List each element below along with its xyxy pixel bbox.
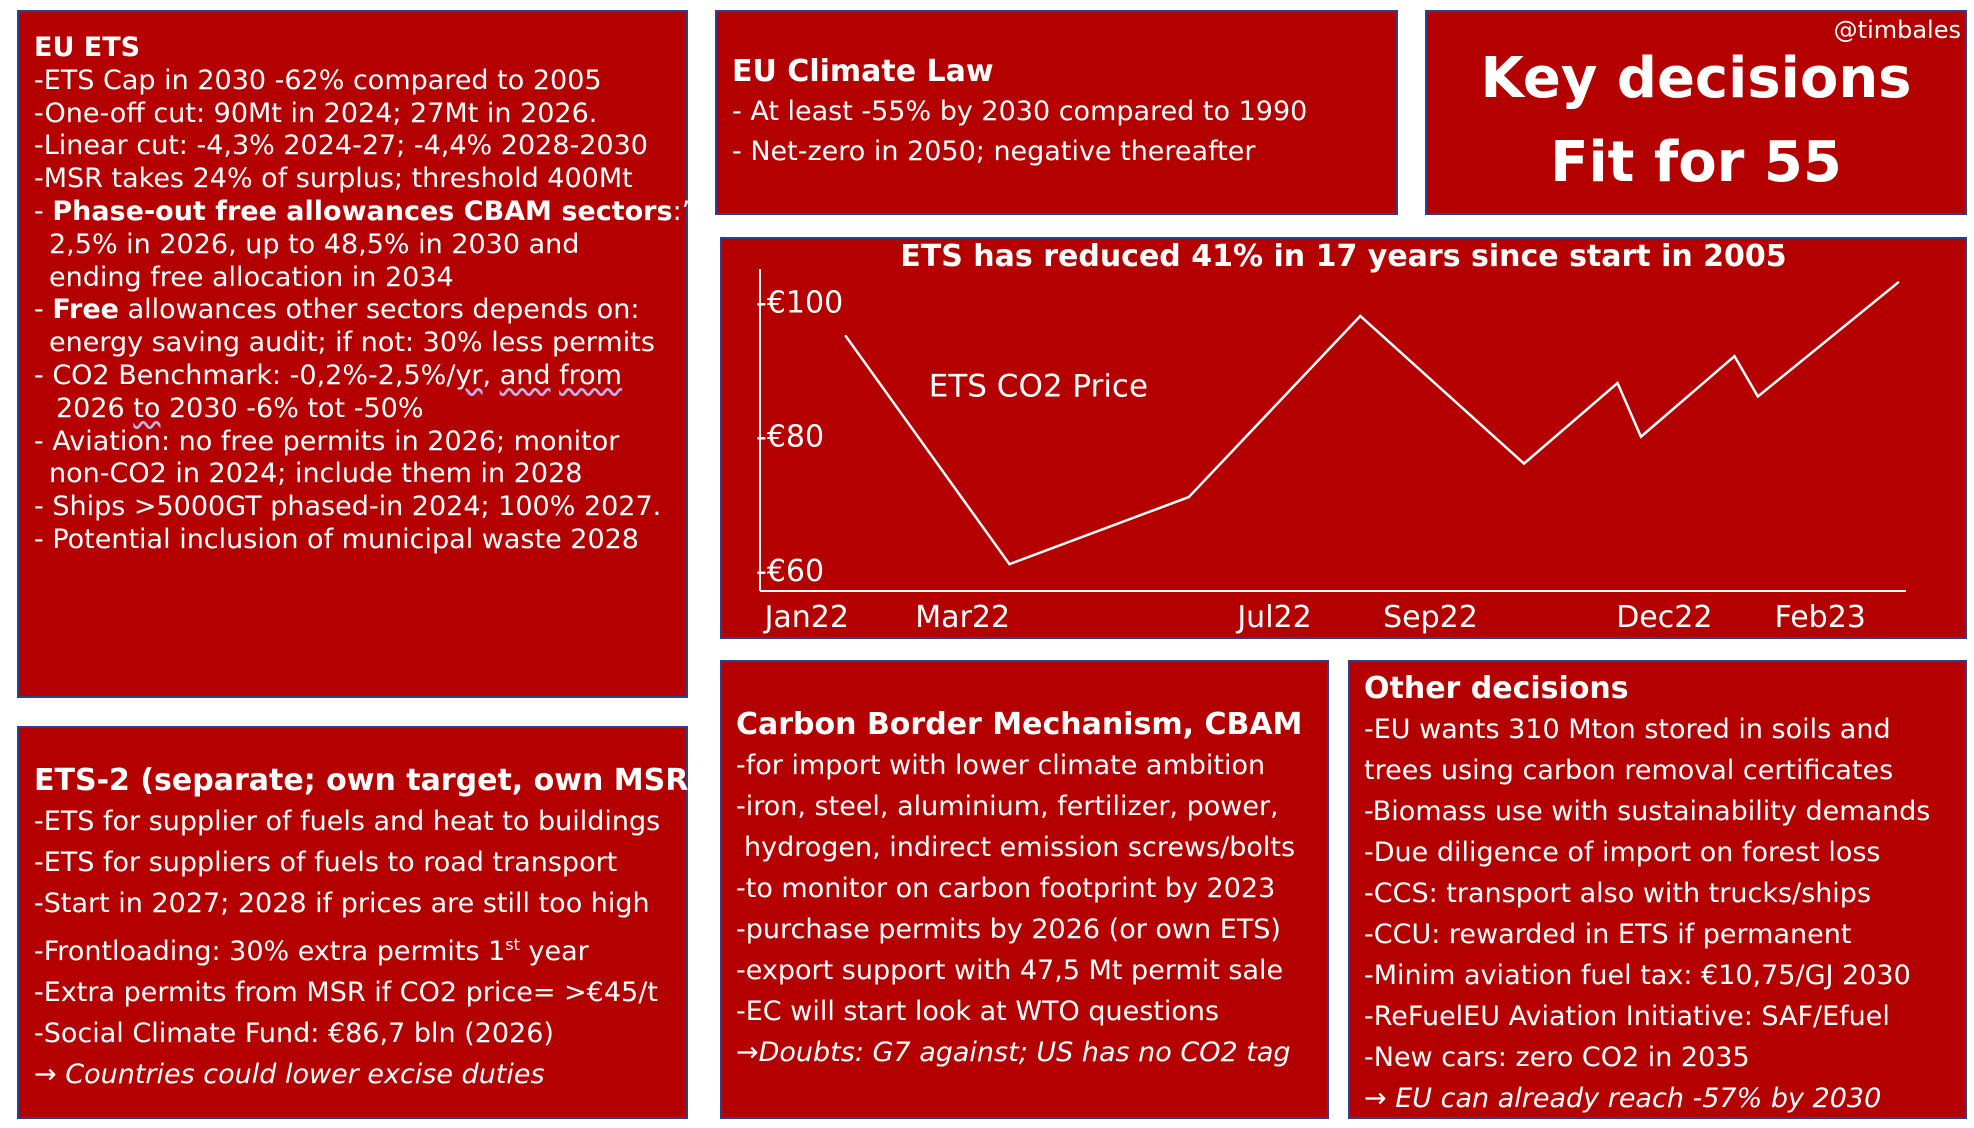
eu-ets-line: - Potential inclusion of municipal waste…: [34, 523, 639, 555]
y-tick-label: -€60: [756, 554, 824, 589]
eu-ets-line: -One-off cut: 90Mt in 2024; 27Mt in 2026…: [34, 97, 598, 129]
cbam-line: -purchase permits by 2026 (or own ETS): [736, 914, 1281, 945]
series-line: [844, 281, 1899, 566]
ets2-line: -Frontloading: 30% extra permits 1st yea…: [34, 935, 589, 967]
x-tick-label: Jul22: [1235, 600, 1311, 635]
eu-ets-line: - Aviation: no free permits in 2026; mon…: [34, 425, 620, 457]
price-line-chart: -€100 -€80 -€60 Jan22 Mar22 Jul22 Sep22 Dec22 Fe…: [756, 269, 1906, 635]
data-point: [1733, 355, 1736, 358]
ets2-line: -Extra permits from MSR if CO2 price= >€…: [34, 977, 658, 1008]
eu-ets-line: - Free allowances other sectors depends …: [34, 294, 640, 326]
eu-ets-title: EU ETS: [34, 32, 141, 63]
cbam-line: hydrogen, indirect emission screws/bolts: [744, 832, 1296, 863]
cbam-panel: Carbon Border Mechanism, CBAM -for impor…: [720, 660, 1329, 1119]
data-point: [1756, 395, 1760, 398]
author-handle: @timbales: [1833, 16, 1961, 44]
other-decisions-panel: Other decisions -EU wants 310 Mton store…: [1348, 660, 1967, 1119]
cbam-line: →Doubts: G7 against; US has no CO2 tag: [736, 1037, 1291, 1068]
eu-ets-line: non-CO2 in 2024; include them in 2028: [49, 458, 583, 490]
other-line: -New cars: zero CO2 in 2035: [1364, 1042, 1750, 1073]
cbam-line: -iron, steel, aluminium, fertilizer, pow…: [736, 791, 1279, 822]
cbam-line: -for import with lower climate ambition: [736, 750, 1266, 781]
arrow-icon: →: [1364, 1083, 1396, 1114]
other-line: -EU wants 310 Mton stored in soils and: [1364, 714, 1891, 745]
other-line: -ReFuelEU Aviation Initiative: SAF/Efuel: [1364, 1001, 1890, 1032]
arrow-icon: →: [736, 1037, 759, 1068]
eu-ets-line: 2026 to 2030 -6% tot -50%: [56, 392, 424, 424]
data-point: [1008, 562, 1011, 566]
ets2-line: -Start in 2027; 2028 if prices are still…: [34, 888, 650, 919]
cbam-line: -export support with 47,5 Mt permit sale: [736, 955, 1284, 986]
data-point: [1187, 495, 1190, 499]
eu-ets-panel: EU ETS -ETS Cap in 2030 -62% compared to…: [17, 10, 696, 698]
eu-ets-line: - Ships >5000GT phased-in 2024; 100% 202…: [34, 491, 662, 523]
other-line: -Minim aviation fuel tax: €10,75/GJ 2030: [1364, 960, 1911, 991]
x-tick-label: Jan22: [763, 600, 849, 635]
x-tick-label: Dec22: [1616, 600, 1712, 635]
data-point: [1522, 462, 1526, 465]
key-decisions-panel: @timbales Key decisions Fit for 55: [1425, 10, 1967, 215]
data-point: [1639, 435, 1643, 438]
other-decisions-title: Other decisions: [1364, 671, 1629, 706]
other-line: → EU can already reach -57% by 2030: [1364, 1083, 1882, 1114]
series-label: ETS CO2 Price: [929, 368, 1148, 404]
eu-ets-line: -ETS Cap in 2030 -62% compared to 2005: [34, 64, 602, 96]
eu-ets-line: ending free allocation in 2034: [49, 261, 454, 293]
ets2-line: -ETS for suppliers of fuels to road tran…: [34, 847, 618, 878]
other-line: -CCU: rewarded in ETS if permanent: [1364, 919, 1852, 950]
climate-law-panel: EU Climate Law - At least -55% by 2030 c…: [715, 10, 1398, 215]
eu-ets-line: energy saving audit; if not: 30% less pe…: [49, 327, 655, 359]
other-line: -Due diligence of import on forest loss: [1364, 837, 1881, 868]
key-decisions-title: Key decisions: [1480, 46, 1912, 111]
eu-ets-bold-text: Phase-out free allowances CBAM sectors: [52, 195, 673, 227]
other-line: -CCS: transport also with trucks/ships: [1364, 878, 1872, 909]
ets2-panel: ETS-2 (separate; own target, own MSR) -E…: [17, 726, 703, 1119]
cbam-line: -EC will start look at WTO questions: [736, 996, 1220, 1027]
eu-ets-bold-text: Free: [52, 294, 119, 326]
x-tick-label: Feb23: [1775, 600, 1866, 635]
ets2-line: -Social Climate Fund: €86,7 bln (2026): [34, 1018, 554, 1049]
eu-ets-line: 2,5% in 2026, up to 48,5% in 2030 and: [49, 228, 580, 260]
ets2-title: ETS-2 (separate; own target, own MSR): [34, 763, 703, 798]
climate-law-line: - At least -55% by 2030 compared to 1990: [732, 96, 1308, 127]
chart-panel: ETS has reduced 41% in 17 years since st…: [720, 237, 1967, 639]
ets2-line: → Countries could lower excise duties: [34, 1059, 545, 1090]
cbam-line: -to monitor on carbon footprint by 2023: [736, 873, 1276, 904]
data-point: [844, 334, 847, 338]
chart-title: ETS has reduced 41% in 17 years since st…: [900, 239, 1787, 274]
x-tick-label: Sep22: [1383, 600, 1478, 635]
y-tick-label: -€80: [756, 420, 824, 455]
eu-ets-line: -Linear cut: -4,3% 2024-27; -4,4% 2028-2…: [34, 130, 648, 162]
y-tick-label: -€100: [756, 286, 843, 321]
data-point: [1616, 381, 1619, 385]
cbam-title: Carbon Border Mechanism, CBAM: [736, 707, 1303, 742]
climate-law-title: EU Climate Law: [732, 54, 994, 89]
eu-ets-line: - Phase-out free allowances CBAM sectors…: [34, 195, 696, 227]
climate-law-line: - Net-zero in 2050; negative thereafter: [732, 136, 1256, 167]
arrow-icon: →: [34, 1059, 66, 1090]
ets2-line: -ETS for supplier of fuels and heat to b…: [34, 806, 661, 837]
data-point: [1359, 314, 1362, 318]
other-line: trees using carbon removal certificates: [1364, 755, 1894, 786]
other-line: -Biomass use with sustainability demands: [1364, 796, 1931, 827]
x-tick-label: Mar22: [915, 600, 1010, 635]
eu-ets-line: - CO2 Benchmark: -0,2%-2,5%/yr, and from: [34, 359, 622, 391]
eu-ets-line: -MSR takes 24% of surplus; threshold 400…: [34, 163, 633, 195]
fit-for-55-title: Fit for 55: [1550, 130, 1842, 195]
data-point: [1897, 281, 1900, 284]
